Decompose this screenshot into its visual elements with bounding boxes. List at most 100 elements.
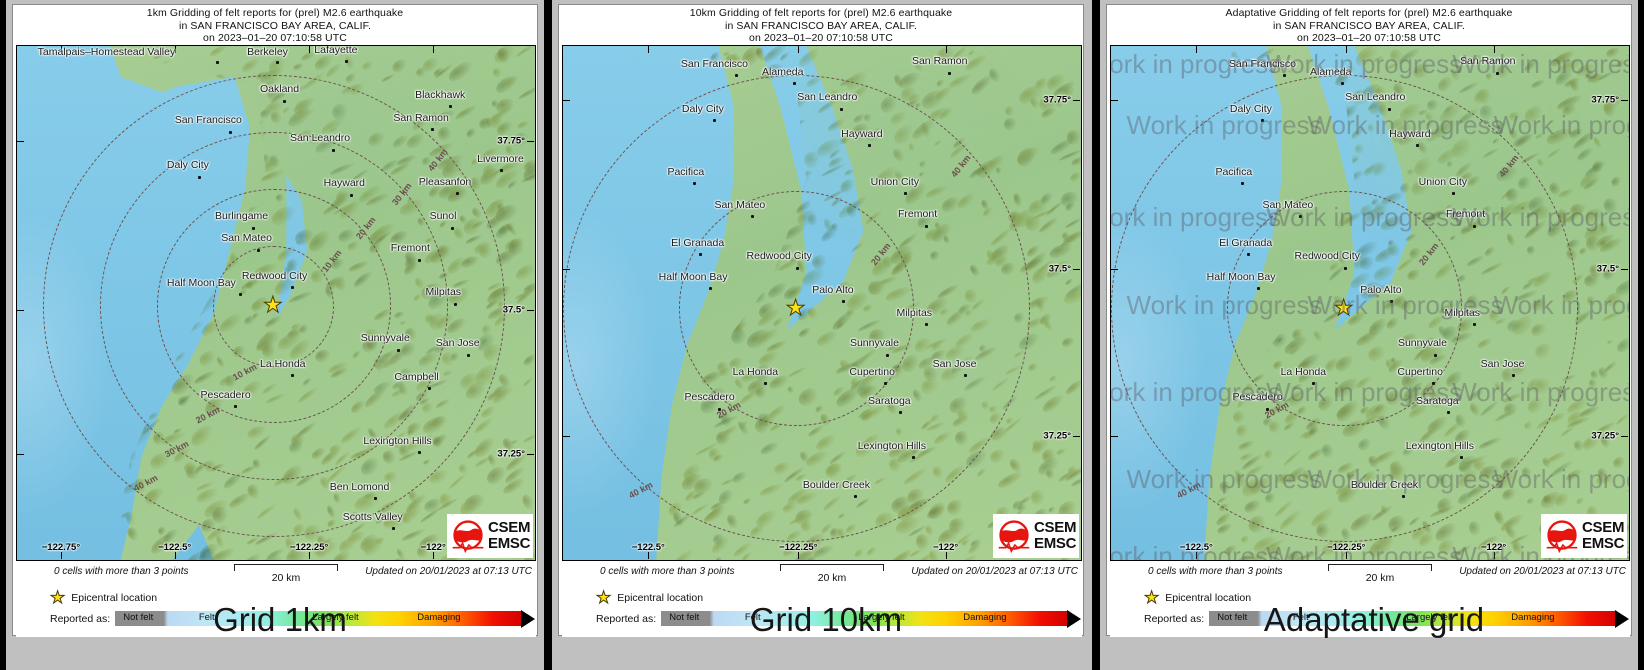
latitude-label: 37.75° [1591, 94, 1619, 106]
watermark-text: Work in progress [1452, 48, 1629, 79]
intensity-colorbar[interactable]: Not felt Felt Largely felt Damaging [115, 609, 536, 628]
city-dot [1266, 407, 1270, 411]
intensity-colorbar[interactable]: Not felt Felt Largely felt Damaging [1209, 609, 1630, 628]
watermark-text: Work in progress [1266, 202, 1463, 233]
city-dot [693, 182, 697, 186]
city-dot [698, 253, 702, 257]
globe-icon [450, 518, 486, 554]
map-inner: 10 km 20 km 30 km 40 km 10 km 20 km 30 km 40 km… [17, 46, 535, 560]
longitude-label: −122° [932, 542, 959, 553]
latitude-label: 37.75° [497, 135, 525, 147]
city-label: Pescadero [1232, 391, 1283, 404]
city-label: Alameda [762, 65, 804, 78]
city-dot [216, 61, 220, 65]
watermark-text: Work in progress [1266, 376, 1463, 407]
colorbar-stop-label: Largely felt [858, 612, 905, 623]
longitude-label: −122° [1480, 542, 1507, 553]
city-dot [332, 148, 336, 152]
city-dot [275, 61, 279, 65]
panel-card-grid-1km: 1km Gridding of felt reports for (prel) … [12, 4, 538, 637]
map-canvas-adaptative-grid[interactable]: 20 km 40 km 20 km 40 km San Francisco Alameda… [1110, 45, 1630, 561]
city-dot [1298, 215, 1302, 219]
city-label: San Mateo [1262, 198, 1314, 211]
graticule-tick [945, 552, 947, 559]
map-canvas-grid-10km[interactable]: 20 km 40 km 20 km 40 km San Francisco Alameda… [562, 45, 1082, 561]
panel-card-grid-10km: 10km Gridding of felt reports for (prel)… [558, 4, 1084, 637]
epicenter-star: ★ [1333, 294, 1354, 320]
city-dot [291, 374, 294, 378]
city-label: Redwood City [746, 250, 812, 263]
distance-ring [1111, 74, 1579, 543]
cells-note: 0 cells with more than 3 points [600, 566, 735, 577]
city-dot [1452, 192, 1456, 196]
panel-footer: 0 cells with more than 3 points 20 km Upda… [562, 563, 1082, 637]
city-label: San Ramon [911, 55, 968, 68]
watermark-text: Work in progress [1111, 541, 1282, 560]
city-dot [373, 497, 377, 501]
logo-line-emsc: EMSC [1582, 535, 1625, 552]
city-label: Hayward [1389, 128, 1431, 141]
city-dot [197, 175, 201, 179]
city-label: Campbell [394, 370, 439, 383]
city-label: Hayward [323, 177, 366, 190]
city-dot [283, 99, 287, 103]
graticule-tick [174, 552, 176, 559]
graticule-tick [648, 46, 650, 53]
graticule-tick [433, 46, 435, 53]
graticule-tick [798, 552, 800, 559]
logo-line-csem: CSEM [1034, 519, 1077, 536]
distance-rings: 20 km 40 km 20 km 40 km [1111, 46, 1629, 560]
latitude-label: 37.25° [1043, 430, 1071, 442]
graticule-tick [1493, 46, 1495, 53]
city-dot [1341, 81, 1345, 85]
city-label: San Leandro [289, 132, 351, 145]
city-markers: San Francisco Alameda San Ramon San Leandro… [563, 46, 1081, 560]
graticule [17, 46, 535, 560]
colorbar-stop-label: Felt [744, 612, 761, 623]
map-inner: 20 km 40 km 20 km 40 km San Francisco Alameda… [563, 46, 1081, 560]
city-dot [1246, 253, 1250, 257]
city-dot [345, 60, 349, 64]
colorbar-stop-label: Felt [1292, 612, 1309, 623]
graticule-tick [1073, 269, 1080, 271]
watermark-text: Work in progress [1628, 541, 1629, 560]
city-dot [1416, 144, 1420, 148]
city-dot [1283, 74, 1287, 78]
intensity-colorbar[interactable]: Not felt Felt Largely felt Damaging [661, 609, 1082, 628]
city-dot [750, 215, 754, 219]
watermark-text: Work in progress [1307, 110, 1504, 141]
city-label: Redwood City [241, 269, 308, 282]
watermark-text: Work in progress [1111, 376, 1282, 407]
city-dot [1459, 456, 1463, 460]
longitude-label: −122.5° [631, 542, 665, 553]
city-dot [793, 81, 797, 85]
city-label: Tamalpais–Homestead Valley [37, 46, 176, 58]
title-line-2: in SAN FRANCISCO BAY AREA, CALIF. [179, 19, 371, 32]
latitude-label: 37.75° [1043, 94, 1071, 106]
city-dot [899, 411, 903, 415]
city-dot [417, 258, 421, 262]
watermark-text: Work in progress [1111, 48, 1282, 79]
title-line-1: 1km Gridding of felt reports for (prel) … [146, 7, 404, 19]
map-inner: 20 km 40 km 20 km 40 km San Francisco Alameda… [1111, 46, 1629, 560]
title-line-1: Adaptative Gridding of felt reports for … [1225, 7, 1513, 19]
epicentral-legend: ★ Epicentral location [595, 589, 703, 607]
reported-as-legend: Reported as: Not felt Felt Largely felt Dama… [596, 609, 1082, 628]
logo-line-emsc: EMSC [488, 535, 531, 552]
city-label: Union City [1418, 175, 1468, 188]
city-label: San Mateo [221, 232, 272, 245]
city-dot [396, 348, 400, 352]
longitude-label: −122° [420, 542, 446, 553]
city-label: Hayward [841, 128, 883, 141]
map-canvas-grid-1km[interactable]: 10 km 20 km 30 km 40 km 10 km 20 km 30 km 40 km… [16, 45, 536, 561]
graticule-tick [1196, 46, 1198, 53]
city-dot [391, 527, 395, 531]
graticule-tick [1111, 99, 1118, 101]
city-dot [735, 74, 739, 78]
colorbar-arrow [1615, 609, 1630, 628]
latitude-label: 37.25° [1591, 430, 1619, 442]
city-dot [1390, 299, 1394, 303]
city-dot [466, 353, 470, 357]
city-dot [350, 193, 354, 197]
city-label: La Honda [1280, 365, 1327, 378]
